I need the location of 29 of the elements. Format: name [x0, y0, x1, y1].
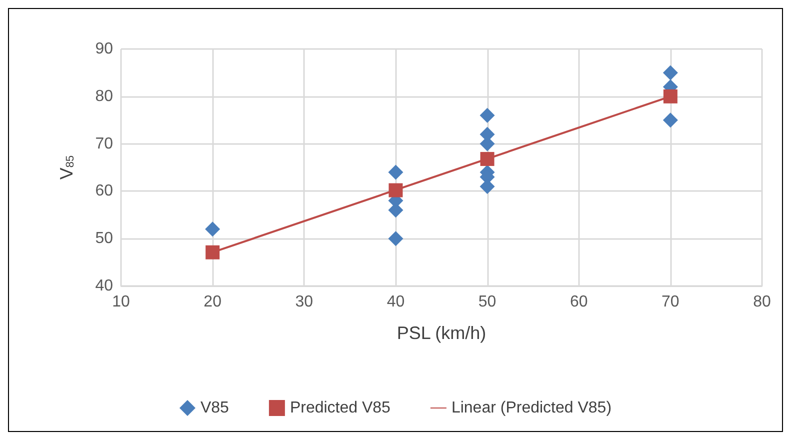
point — [388, 164, 404, 180]
y-axis-title: V85 — [56, 155, 76, 180]
x-tick-label: 30 — [295, 294, 314, 310]
y-tick-label: 40 — [95, 278, 114, 294]
x-tick-label: 80 — [753, 294, 771, 310]
point — [388, 183, 403, 198]
legend-label: V85 — [200, 400, 230, 416]
point — [480, 152, 494, 166]
point — [388, 231, 404, 246]
x-tick-label: 20 — [204, 294, 222, 310]
y-tick-label: 50 — [95, 230, 114, 248]
x-tick-label: 10 — [112, 294, 130, 310]
y-tick-label: 70 — [95, 135, 114, 152]
point — [205, 222, 220, 237]
legend-label: Linear (Predicted V85) — [451, 400, 612, 416]
y-tick-label: 60 — [95, 182, 114, 200]
x-tick-label: 70 — [662, 294, 680, 310]
legend-label: Predicted V85 — [290, 400, 391, 416]
x-axis-title: PSL (km/h) — [396, 323, 486, 343]
y-tick-label: 90 — [95, 40, 114, 58]
point — [662, 112, 678, 128]
point — [663, 89, 678, 104]
x-tick-label: 40 — [386, 294, 405, 310]
point — [480, 108, 495, 123]
point — [662, 65, 678, 80]
y-tick-label: 80 — [95, 88, 114, 105]
point — [206, 245, 220, 260]
x-tick-label: 60 — [570, 294, 588, 310]
x-tick-label: 50 — [478, 294, 496, 310]
